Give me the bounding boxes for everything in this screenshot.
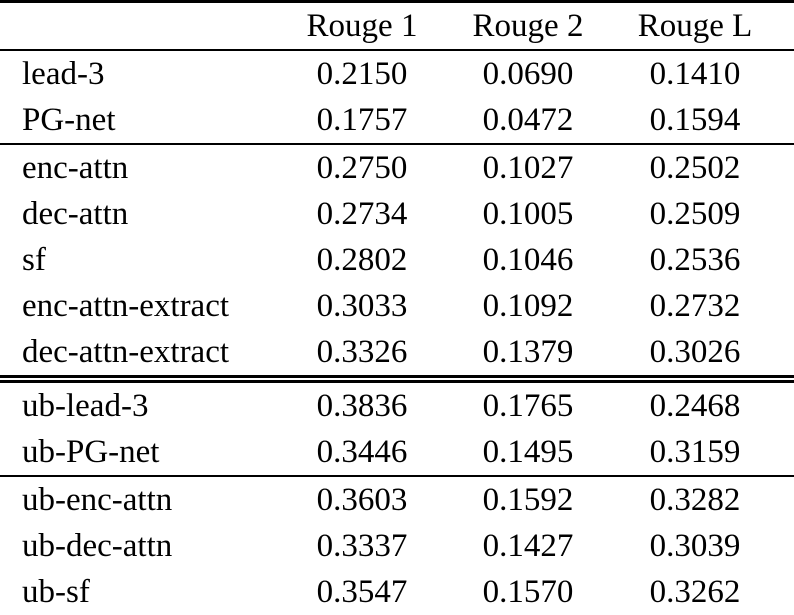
rouge2-value: 0.1092 — [482, 287, 574, 324]
section-upper-bound-model-rows: ub-enc-attn 0.3603 0.1592 0.3282 ub-dec-… — [0, 475, 794, 615]
section-baseline-rows: lead-3 0.2150 0.0690 0.1410 PG-net 0.175… — [0, 50, 794, 144]
row-label: ub-sf — [22, 573, 90, 610]
rouge1-value: 0.3337 — [316, 527, 408, 564]
rouge1-value: 0.3603 — [280, 475, 444, 523]
rouge2-value: 0.0690 — [482, 55, 574, 92]
row-label: enc-attn — [0, 143, 280, 191]
rouge1-value: 0.3446 — [316, 433, 408, 470]
table-row: enc-attn 0.2750 0.1027 0.2502 — [0, 143, 794, 191]
rouge1-value: 0.3836 — [280, 375, 444, 429]
table-row: ub-enc-attn 0.3603 0.1592 0.3282 — [0, 475, 794, 523]
rougeL-value: 0.2536 — [649, 241, 741, 278]
rouge1-value: 0.3547 — [316, 573, 408, 610]
section-upper-bound-baseline-rows: ub-lead-3 0.3836 0.1765 0.2468 ub-PG-net… — [0, 375, 794, 476]
rouge2-value: 0.1765 — [444, 375, 612, 429]
rouge1-value: 0.3033 — [316, 287, 408, 324]
rouge1-value: 0.2734 — [316, 195, 408, 232]
rougeL-value: 0.3282 — [612, 475, 794, 523]
section-model-rows: enc-attn 0.2750 0.1027 0.2502 dec-attn 0… — [0, 143, 794, 379]
table-row: ub-PG-net 0.3446 0.1495 0.3159 — [0, 429, 794, 476]
row-label: enc-attn-extract — [22, 287, 230, 324]
row-label: ub-PG-net — [22, 433, 160, 470]
rougeL-value: 0.2509 — [649, 195, 741, 232]
table-row: PG-net 0.1757 0.0472 0.1594 — [0, 97, 794, 144]
row-label: PG-net — [22, 101, 116, 138]
corner-cell — [0, 0, 280, 51]
rouge1-value: 0.2802 — [316, 241, 408, 278]
rougeL-value: 0.3262 — [649, 573, 741, 610]
rougeL-value: 0.1594 — [649, 101, 741, 138]
rougeL-value: 0.3026 — [649, 333, 741, 370]
rouge2-value: 0.1379 — [482, 333, 574, 370]
rouge2-value: 0.1570 — [482, 573, 574, 610]
rouge1-value: 0.2750 — [280, 143, 444, 191]
table-row: ub-lead-3 0.3836 0.1765 0.2468 — [0, 375, 794, 429]
rougeL-value: 0.2468 — [612, 375, 794, 429]
rougeL-value: 0.3159 — [649, 433, 741, 470]
rouge2-value: 0.1046 — [482, 241, 574, 278]
table-row: sf 0.2802 0.1046 0.2536 — [0, 237, 794, 283]
table-row: lead-3 0.2150 0.0690 0.1410 — [0, 50, 794, 97]
rouge2-value: 0.1495 — [482, 433, 574, 470]
table-row: enc-attn-extract 0.3033 0.1092 0.2732 — [0, 283, 794, 329]
table-row: ub-sf 0.3547 0.1570 0.3262 — [0, 569, 794, 615]
rougeL-value: 0.2502 — [612, 143, 794, 191]
table-header-row: Rouge 1 Rouge 2 Rouge L — [0, 0, 794, 51]
rouge1-value: 0.3326 — [316, 333, 408, 370]
column-header-rouge-2: Rouge 2 — [444, 0, 612, 51]
rouge2-value: 0.1027 — [444, 143, 612, 191]
rouge1-value: 0.1757 — [316, 101, 408, 138]
row-label: lead-3 — [22, 55, 105, 92]
row-label: ub-dec-attn — [22, 527, 173, 564]
row-label: dec-attn-extract — [22, 333, 230, 370]
table-row: dec-attn-extract 0.3326 0.1379 0.3026 — [0, 329, 794, 379]
column-header-rouge-l: Rouge L — [612, 0, 794, 51]
rouge2-value: 0.1427 — [482, 527, 574, 564]
rouge2-value: 0.0472 — [482, 101, 574, 138]
rougeL-value: 0.2732 — [649, 287, 741, 324]
row-label: sf — [22, 241, 46, 278]
column-header-rouge-1: Rouge 1 — [280, 0, 444, 51]
rougeL-value: 0.3039 — [649, 527, 741, 564]
row-label: ub-enc-attn — [0, 475, 280, 523]
rouge1-value: 0.2150 — [316, 55, 408, 92]
row-label: dec-attn — [22, 195, 129, 232]
rouge2-value: 0.1592 — [444, 475, 612, 523]
rougeL-value: 0.1410 — [649, 55, 741, 92]
table-row: dec-attn 0.2734 0.1005 0.2509 — [0, 191, 794, 237]
table-row: ub-dec-attn 0.3337 0.1427 0.3039 — [0, 523, 794, 569]
rouge2-value: 0.1005 — [482, 195, 574, 232]
row-label: ub-lead-3 — [0, 375, 280, 429]
